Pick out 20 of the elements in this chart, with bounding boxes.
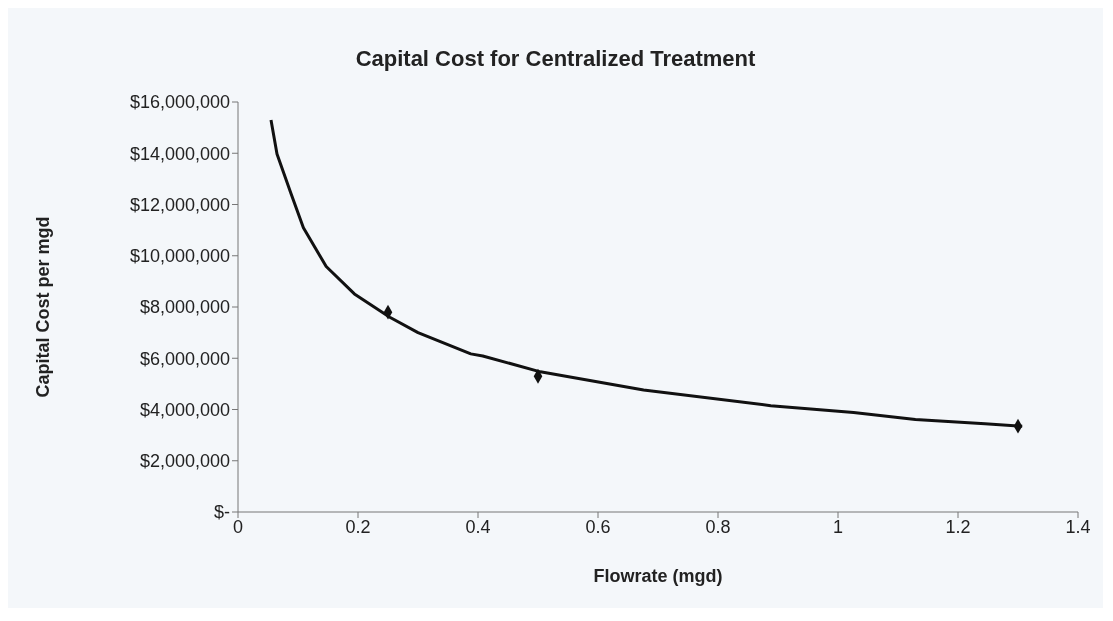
- x-tick-label: 1.2: [945, 516, 971, 537]
- y-tick-label: $2,000,000: [139, 451, 230, 472]
- y-tick-label: $4,000,000: [139, 399, 230, 420]
- y-tick-label: $6,000,000: [139, 348, 230, 369]
- chart-title: Capital Cost for Centralized Treatment: [354, 45, 757, 72]
- x-tick-label: 0.6: [585, 516, 611, 537]
- y-tick-label: $10,000,000: [129, 246, 230, 267]
- x-axis-title: Flowrate (mgd): [593, 566, 723, 586]
- y-tick-label: $14,000,000: [129, 143, 230, 164]
- y-tick-label: $12,000,000: [129, 194, 230, 215]
- x-tick-label: 1.4: [1065, 516, 1091, 537]
- y-tick-label: $8,000,000: [139, 297, 230, 318]
- y-tick-label: $-: [213, 502, 230, 523]
- x-tick-label: 1: [832, 516, 844, 537]
- x-tick-label: 0.8: [705, 516, 731, 537]
- y-tick-label: $16,000,000: [129, 92, 230, 113]
- x-tick-label: 0.4: [465, 516, 491, 537]
- y-axis-title: Capital Cost per mgd: [33, 216, 54, 398]
- x-tick-label: 0.2: [345, 516, 371, 537]
- x-tick-label: 0: [232, 516, 244, 537]
